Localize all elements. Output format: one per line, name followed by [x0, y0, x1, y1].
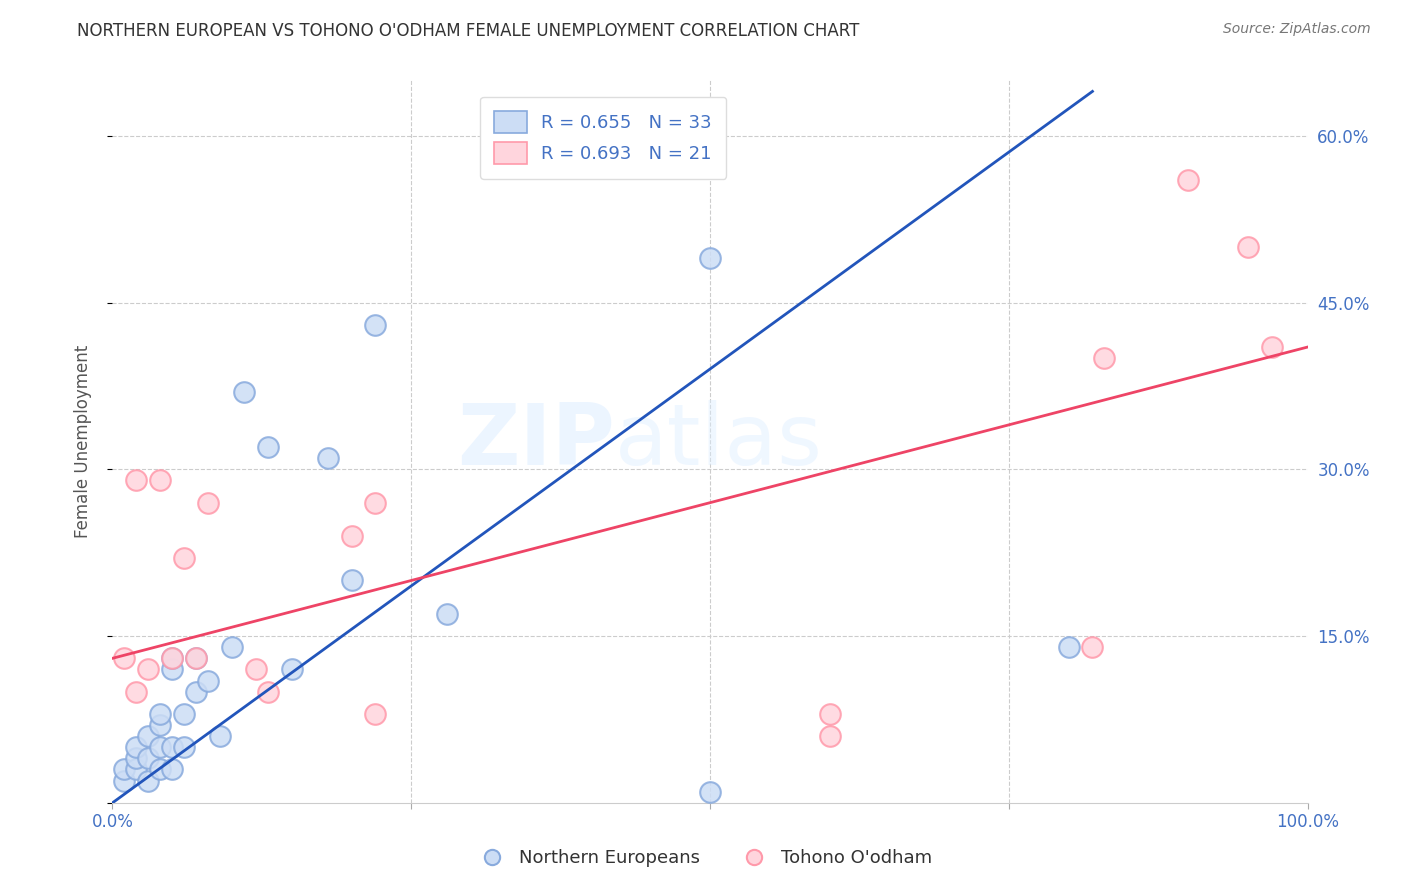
- Point: [125, 684, 148, 698]
- Point: [125, 740, 148, 755]
- Point: [818, 729, 841, 743]
- Point: [1177, 173, 1199, 187]
- Point: [186, 651, 208, 665]
- Point: [173, 740, 195, 755]
- Point: [197, 673, 219, 688]
- Point: [162, 763, 183, 777]
- Point: [1081, 640, 1104, 655]
- Point: [186, 684, 208, 698]
- Point: [364, 706, 387, 721]
- Point: [257, 440, 280, 454]
- Point: [340, 529, 363, 543]
- Point: [149, 474, 172, 488]
- Point: [138, 773, 160, 788]
- Point: [316, 451, 339, 466]
- Text: NORTHERN EUROPEAN VS TOHONO O'ODHAM FEMALE UNEMPLOYMENT CORRELATION CHART: NORTHERN EUROPEAN VS TOHONO O'ODHAM FEMA…: [77, 22, 859, 40]
- Point: [209, 729, 232, 743]
- Text: Source: ZipAtlas.com: Source: ZipAtlas.com: [1223, 22, 1371, 37]
- Legend: R = 0.655   N = 33, R = 0.693   N = 21: R = 0.655 N = 33, R = 0.693 N = 21: [479, 96, 727, 178]
- Point: [149, 740, 172, 755]
- Point: [699, 785, 721, 799]
- Point: [149, 718, 172, 732]
- Point: [173, 706, 195, 721]
- Point: [114, 651, 135, 665]
- Point: [221, 640, 243, 655]
- Point: [364, 318, 387, 332]
- Point: [125, 751, 148, 765]
- Point: [436, 607, 458, 621]
- Text: ZIP: ZIP: [457, 400, 614, 483]
- Point: [1057, 640, 1080, 655]
- Point: [162, 651, 183, 665]
- Point: [162, 662, 183, 676]
- Point: [125, 763, 148, 777]
- Point: [1261, 340, 1284, 354]
- Point: [149, 763, 172, 777]
- Point: [114, 763, 135, 777]
- Point: [699, 251, 721, 265]
- Point: [138, 751, 160, 765]
- Point: [818, 706, 841, 721]
- Point: [138, 729, 160, 743]
- Point: [197, 496, 219, 510]
- Point: [173, 551, 195, 566]
- Point: [114, 773, 135, 788]
- Point: [138, 662, 160, 676]
- Point: [281, 662, 304, 676]
- Point: [149, 706, 172, 721]
- Point: [364, 496, 387, 510]
- Y-axis label: Female Unemployment: Female Unemployment: [73, 345, 91, 538]
- Text: atlas: atlas: [614, 400, 823, 483]
- Point: [257, 684, 280, 698]
- Point: [162, 651, 183, 665]
- Legend: Northern Europeans, Tohono O'odham: Northern Europeans, Tohono O'odham: [467, 842, 939, 874]
- Point: [162, 740, 183, 755]
- Point: [245, 662, 267, 676]
- Point: [340, 574, 363, 588]
- Point: [1094, 351, 1116, 366]
- Point: [186, 651, 208, 665]
- Point: [1237, 240, 1260, 254]
- Point: [125, 474, 148, 488]
- Point: [233, 384, 256, 399]
